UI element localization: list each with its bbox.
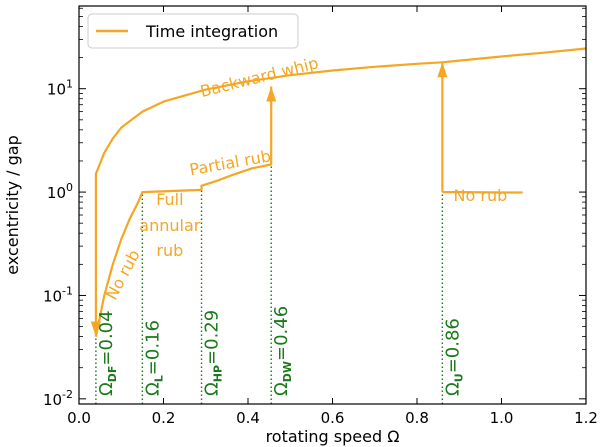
x-tick-label: 0.2 [152, 409, 176, 427]
tick-exponent: 1 [66, 78, 73, 91]
series-lines [90, 47, 587, 337]
omega-value: =0.86 [442, 318, 463, 373]
legend-box [87, 13, 299, 49]
x-axis-label: rotating speed Ω [266, 427, 400, 446]
x-tick-label: 0.0 [67, 409, 91, 427]
tick-base: 10 [43, 391, 62, 409]
critical-speed-label: ΩU=0.86 [442, 318, 465, 396]
y-tick-label: 101 [47, 78, 73, 99]
arrowhead [437, 62, 448, 78]
omega-subscript: DF [106, 366, 119, 383]
annotation-label: rub [156, 241, 183, 260]
omega-value: =0.16 [142, 320, 163, 375]
omega-value: =0.04 [96, 310, 117, 365]
omega-subscript: DW [281, 361, 294, 382]
tick-exponent: -2 [62, 388, 73, 401]
x-tick-label: 0.8 [405, 409, 429, 427]
omega-symbol: Ω [202, 382, 223, 396]
critical-speed-label: ΩHP=0.29 [202, 310, 225, 396]
annotation-label: annular [139, 216, 200, 235]
omega-symbol: Ω [96, 382, 117, 396]
critical-speed-label: ΩDF=0.04 [96, 310, 119, 396]
tick-base: 10 [47, 81, 66, 99]
tick-base: 10 [47, 184, 66, 202]
annotation-label: No rub [454, 186, 508, 205]
legend: Time integration [87, 13, 299, 49]
critical-speed-label: ΩL=0.16 [142, 320, 165, 396]
y-tick-label: 100 [47, 181, 73, 202]
arrowhead [90, 321, 101, 337]
x-tick-label: 1.0 [490, 409, 514, 427]
legend-label: Time integration [145, 22, 278, 41]
omega-value: =0.46 [271, 306, 292, 361]
series-line [94, 86, 273, 337]
critical-speed-lines [95, 164, 444, 404]
x-tick-label: 0.6 [321, 409, 345, 427]
series-line [94, 47, 587, 337]
y-axis-label: excentricity / gap [3, 135, 22, 275]
y-tick-label: 10-2 [43, 388, 73, 409]
arrowhead [266, 86, 277, 102]
omega-symbol: Ω [442, 382, 463, 396]
y-tick-label: 10-1 [43, 284, 73, 305]
x-tick-label: 1.2 [574, 409, 598, 427]
omega-value: =0.29 [202, 310, 223, 365]
critical-speed-label: ΩDW=0.46 [271, 306, 294, 396]
omega-symbol: Ω [142, 382, 163, 396]
tick-exponent: -1 [62, 284, 73, 297]
omega-subscript: HP [212, 365, 225, 382]
omega-subscript: U [452, 373, 465, 382]
annotation-label: Full [156, 190, 183, 209]
tick-exponent: 0 [66, 181, 73, 194]
omega-subscript: L [152, 375, 165, 382]
tick-base: 10 [43, 287, 62, 305]
omega-symbol: Ω [271, 382, 292, 396]
x-tick-label: 0.4 [236, 409, 260, 427]
